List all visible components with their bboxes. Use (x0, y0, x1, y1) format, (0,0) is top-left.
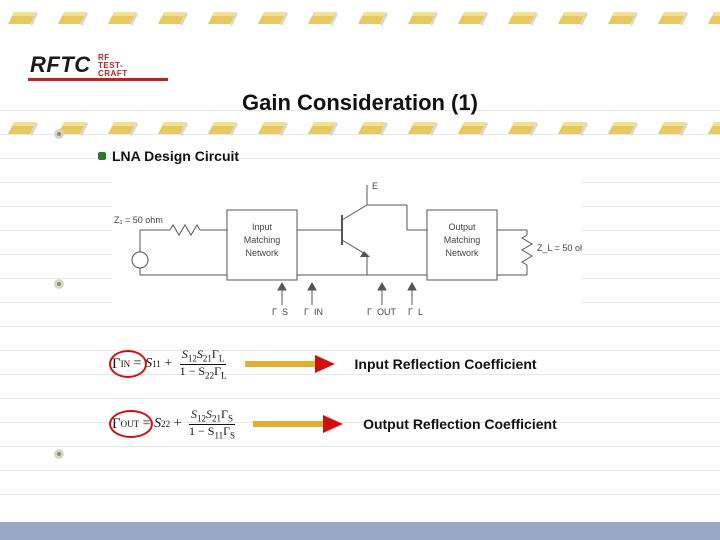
eraser-icon (256, 10, 288, 26)
eraser-icon (56, 10, 88, 26)
eraser-icon (556, 10, 588, 26)
gamma-out-label: Γ_OUT (367, 307, 396, 315)
eraser-icon (206, 120, 238, 136)
eraser-icon (506, 120, 538, 136)
eraser-icon (406, 120, 438, 136)
logo-main-text: RFTC (30, 52, 91, 77)
eraser-icon (356, 10, 388, 26)
eraser-icon (556, 120, 588, 136)
pencil-icon (52, 127, 66, 141)
bullet-icon (98, 152, 106, 160)
eraser-icon (606, 10, 638, 26)
eraser-icon (156, 120, 188, 136)
eraser-icon (6, 10, 38, 26)
logo-underline (28, 78, 168, 81)
circuit-diagram: Z₁ = 50 ohm Input Matching Network E Out… (112, 175, 582, 315)
eraser-icon (656, 10, 688, 26)
eraser-icon (706, 10, 720, 26)
gamma-in-label: Γ_IN (304, 307, 323, 315)
label-output-reflection: Output Reflection Coefficient (363, 416, 557, 432)
in-match-l2: Matching (244, 235, 281, 245)
out-match-l2: Matching (444, 235, 481, 245)
slide-title: Gain Consideration (1) (0, 90, 720, 116)
top-e-label: E (372, 181, 378, 191)
equation-input-reflection: ΓIN = S11 + S12S21ΓL 1 − S22ΓL Input Ref… (112, 348, 632, 381)
eraser-icon (506, 10, 538, 26)
out-match-l1: Output (448, 222, 476, 232)
in-match-l3: Network (245, 248, 279, 258)
pencil-icon (52, 447, 66, 461)
eraser-icon (406, 10, 438, 26)
highlight-circle-icon (109, 350, 147, 378)
eraser-icon (206, 10, 238, 26)
eraser-icon (256, 120, 288, 136)
arrow-icon (245, 355, 335, 373)
equation-output-reflection: ΓOUT = S22 + S12S21ΓS 1 − S11ΓS Output R… (112, 408, 632, 441)
gamma-l-label: Γ_L (408, 307, 423, 315)
label-input-reflection: Input Reflection Coefficient (355, 356, 537, 372)
decor-eraser-row-top (0, 10, 720, 28)
eraser-icon (606, 120, 638, 136)
eraser-icon (456, 10, 488, 26)
eraser-icon (306, 120, 338, 136)
out-match-l3: Network (445, 248, 479, 258)
eraser-icon (356, 120, 388, 136)
eraser-icon (306, 10, 338, 26)
section-heading: LNA Design Circuit (112, 148, 239, 164)
pencil-icon (52, 277, 66, 291)
logo-sub-text: RFTEST-CRAFT (98, 54, 128, 78)
eraser-icon (106, 10, 138, 26)
gamma-s-label: Γ_S (272, 307, 288, 315)
eraser-icon (156, 10, 188, 26)
eraser-icon (106, 120, 138, 136)
z-source-label: Z₁ = 50 ohm (114, 215, 163, 225)
eraser-icon (456, 120, 488, 136)
footer-bar (0, 522, 720, 540)
in-match-l1: Input (252, 222, 273, 232)
z-load-label: Z_L = 50 ohm (537, 243, 582, 253)
eraser-icon (656, 120, 688, 136)
arrow-icon (253, 415, 343, 433)
decor-eraser-row-mid (0, 120, 720, 138)
logo: RFTC RFTEST-CRAFT (30, 52, 91, 78)
highlight-circle-icon (109, 410, 153, 438)
eraser-icon (6, 120, 38, 136)
eraser-icon (706, 120, 720, 136)
